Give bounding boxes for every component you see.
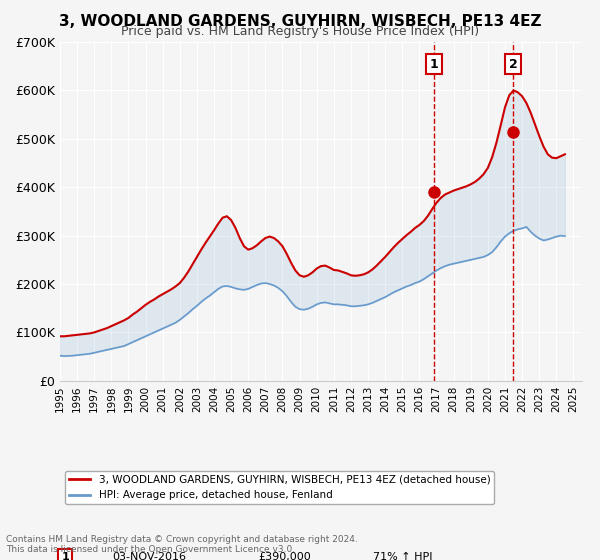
Text: 1: 1 <box>430 58 438 71</box>
Text: 03-NOV-2016: 03-NOV-2016 <box>112 552 186 560</box>
Text: Contains HM Land Registry data © Crown copyright and database right 2024.
This d: Contains HM Land Registry data © Crown c… <box>6 535 358 554</box>
Text: 71% ↑ HPI: 71% ↑ HPI <box>373 552 433 560</box>
Text: Price paid vs. HM Land Registry's House Price Index (HPI): Price paid vs. HM Land Registry's House … <box>121 25 479 38</box>
Text: £390,000: £390,000 <box>259 552 311 560</box>
Legend: 3, WOODLAND GARDENS, GUYHIRN, WISBECH, PE13 4EZ (detached house), HPI: Average p: 3, WOODLAND GARDENS, GUYHIRN, WISBECH, P… <box>65 471 494 505</box>
Text: 3, WOODLAND GARDENS, GUYHIRN, WISBECH, PE13 4EZ: 3, WOODLAND GARDENS, GUYHIRN, WISBECH, P… <box>59 14 541 29</box>
Text: 2: 2 <box>509 58 517 71</box>
Text: 1: 1 <box>61 552 69 560</box>
